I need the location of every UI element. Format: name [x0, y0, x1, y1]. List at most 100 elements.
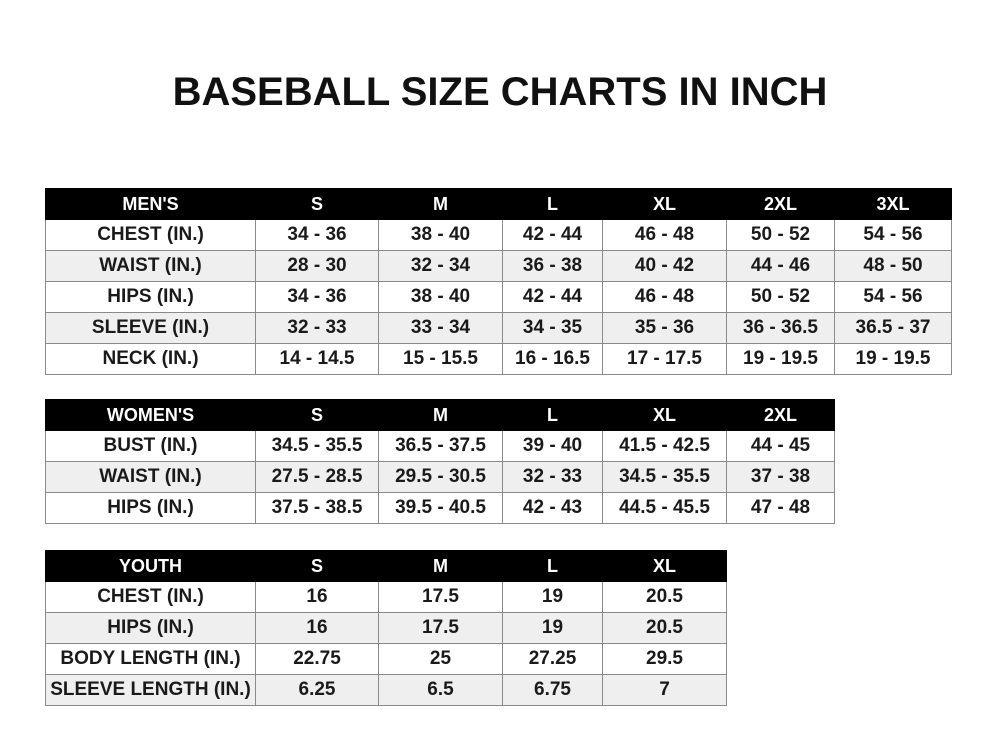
size-value: 54 - 56	[834, 281, 952, 313]
size-value: 16	[255, 581, 379, 613]
size-header: S	[255, 399, 379, 431]
table-label: MEN'S	[45, 188, 256, 220]
size-value: 20.5	[602, 612, 727, 644]
size-value: 27.5 - 28.5	[255, 461, 379, 493]
size-header: XL	[602, 399, 727, 431]
size-value: 39.5 - 40.5	[378, 492, 503, 524]
table-row: BODY LENGTH (IN.) 22.75 25 27.25 29.5	[45, 643, 727, 675]
header-row: WOMEN'S S M L XL 2XL	[45, 399, 835, 431]
mens-size-table: MEN'S S M L XL 2XL 3XL CHEST (IN.) 34 - 36 38 - 4…	[45, 188, 952, 375]
header-row: MEN'S S M L XL 2XL 3XL	[45, 188, 952, 220]
size-value: 15 - 15.5	[378, 343, 503, 375]
measurement-label: SLEEVE LENGTH (IN.)	[45, 674, 256, 706]
header-row: YOUTH S M L XL	[45, 550, 727, 582]
size-value: 16	[255, 612, 379, 644]
size-value: 29.5	[602, 643, 727, 675]
measurement-label: HIPS (IN.)	[45, 492, 256, 524]
size-value: 42 - 44	[502, 219, 603, 251]
size-value: 47 - 48	[726, 492, 835, 524]
size-value: 48 - 50	[834, 250, 952, 282]
size-value: 44 - 46	[726, 250, 835, 282]
size-value: 34.5 - 35.5	[255, 430, 379, 462]
size-value: 38 - 40	[378, 281, 503, 313]
size-value: 33 - 34	[378, 312, 503, 344]
table-row: BUST (IN.) 34.5 - 35.5 36.5 - 37.5 39 - 40 4…	[45, 430, 835, 462]
size-header: L	[502, 188, 603, 220]
size-value: 36 - 38	[502, 250, 603, 282]
size-value: 41.5 - 42.5	[602, 430, 727, 462]
size-value: 42 - 43	[502, 492, 603, 524]
size-value: 14 - 14.5	[255, 343, 379, 375]
table-label: YOUTH	[45, 550, 256, 582]
size-value: 36.5 - 37.5	[378, 430, 503, 462]
size-value: 17 - 17.5	[602, 343, 727, 375]
size-header: S	[255, 188, 379, 220]
size-value: 50 - 52	[726, 281, 835, 313]
size-value: 42 - 44	[502, 281, 603, 313]
size-header: 3XL	[834, 188, 952, 220]
measurement-label: WAIST (IN.)	[45, 250, 256, 282]
size-value: 17.5	[378, 581, 503, 613]
size-header: M	[378, 550, 503, 582]
size-value: 19	[502, 581, 603, 613]
measurement-label: BODY LENGTH (IN.)	[45, 643, 256, 675]
size-value: 34 - 35	[502, 312, 603, 344]
table-row: WAIST (IN.) 28 - 30 32 - 34 36 - 38 40 - 42 4…	[45, 250, 952, 282]
size-value: 46 - 48	[602, 281, 727, 313]
size-value: 44 - 45	[726, 430, 835, 462]
size-value: 17.5	[378, 612, 503, 644]
size-value: 46 - 48	[602, 219, 727, 251]
size-value: 35 - 36	[602, 312, 727, 344]
size-value: 28 - 30	[255, 250, 379, 282]
size-value: 32 - 33	[502, 461, 603, 493]
measurement-label: WAIST (IN.)	[45, 461, 256, 493]
size-header: 2XL	[726, 399, 835, 431]
table-row: HIPS (IN.) 34 - 36 38 - 40 42 - 44 46 - 48 50…	[45, 281, 952, 313]
youth-size-table: YOUTH S M L XL CHEST (IN.) 16 17.5 19 20.5 HIPS (I…	[45, 550, 727, 706]
womens-size-table: WOMEN'S S M L XL 2XL BUST (IN.) 34.5 - 35.5 36.5…	[45, 399, 835, 524]
table-row: HIPS (IN.) 16 17.5 19 20.5	[45, 612, 727, 644]
table-row: SLEEVE LENGTH (IN.) 6.25 6.5 6.75 7	[45, 674, 727, 706]
size-header: M	[378, 399, 503, 431]
size-value: 6.5	[378, 674, 503, 706]
size-value: 50 - 52	[726, 219, 835, 251]
size-value: 32 - 33	[255, 312, 379, 344]
size-value: 34.5 - 35.5	[602, 461, 727, 493]
size-value: 40 - 42	[602, 250, 727, 282]
table-row: CHEST (IN.) 34 - 36 38 - 40 42 - 44 46 - 48 5…	[45, 219, 952, 251]
size-value: 19	[502, 612, 603, 644]
size-value: 37.5 - 38.5	[255, 492, 379, 524]
size-value: 37 - 38	[726, 461, 835, 493]
size-value: 6.25	[255, 674, 379, 706]
size-value: 36.5 - 37	[834, 312, 952, 344]
size-value: 19 - 19.5	[834, 343, 952, 375]
size-value: 38 - 40	[378, 219, 503, 251]
measurement-label: HIPS (IN.)	[45, 281, 256, 313]
size-value: 19 - 19.5	[726, 343, 835, 375]
measurement-label: BUST (IN.)	[45, 430, 256, 462]
size-value: 39 - 40	[502, 430, 603, 462]
table-row: SLEEVE (IN.) 32 - 33 33 - 34 34 - 35 35 - 36…	[45, 312, 952, 344]
size-header: M	[378, 188, 503, 220]
table-row: CHEST (IN.) 16 17.5 19 20.5	[45, 581, 727, 613]
measurement-label: CHEST (IN.)	[45, 219, 256, 251]
size-value: 25	[378, 643, 503, 675]
table-label: WOMEN'S	[45, 399, 256, 431]
size-header: 2XL	[726, 188, 835, 220]
measurement-label: SLEEVE (IN.)	[45, 312, 256, 344]
table-row: WAIST (IN.) 27.5 - 28.5 29.5 - 30.5 32 - 33…	[45, 461, 835, 493]
page-title: BASEBALL SIZE CHARTS IN INCH	[172, 70, 828, 114]
measurement-label: HIPS (IN.)	[45, 612, 256, 644]
size-header: S	[255, 550, 379, 582]
size-value: 54 - 56	[834, 219, 952, 251]
size-value: 29.5 - 30.5	[378, 461, 503, 493]
size-header: L	[502, 399, 603, 431]
size-value: 20.5	[602, 581, 727, 613]
size-value: 22.75	[255, 643, 379, 675]
size-value: 6.75	[502, 674, 603, 706]
size-value: 32 - 34	[378, 250, 503, 282]
size-header: XL	[602, 550, 727, 582]
table-row: HIPS (IN.) 37.5 - 38.5 39.5 - 40.5 42 - 43 4…	[45, 492, 835, 524]
measurement-label: CHEST (IN.)	[45, 581, 256, 613]
size-value: 16 - 16.5	[502, 343, 603, 375]
